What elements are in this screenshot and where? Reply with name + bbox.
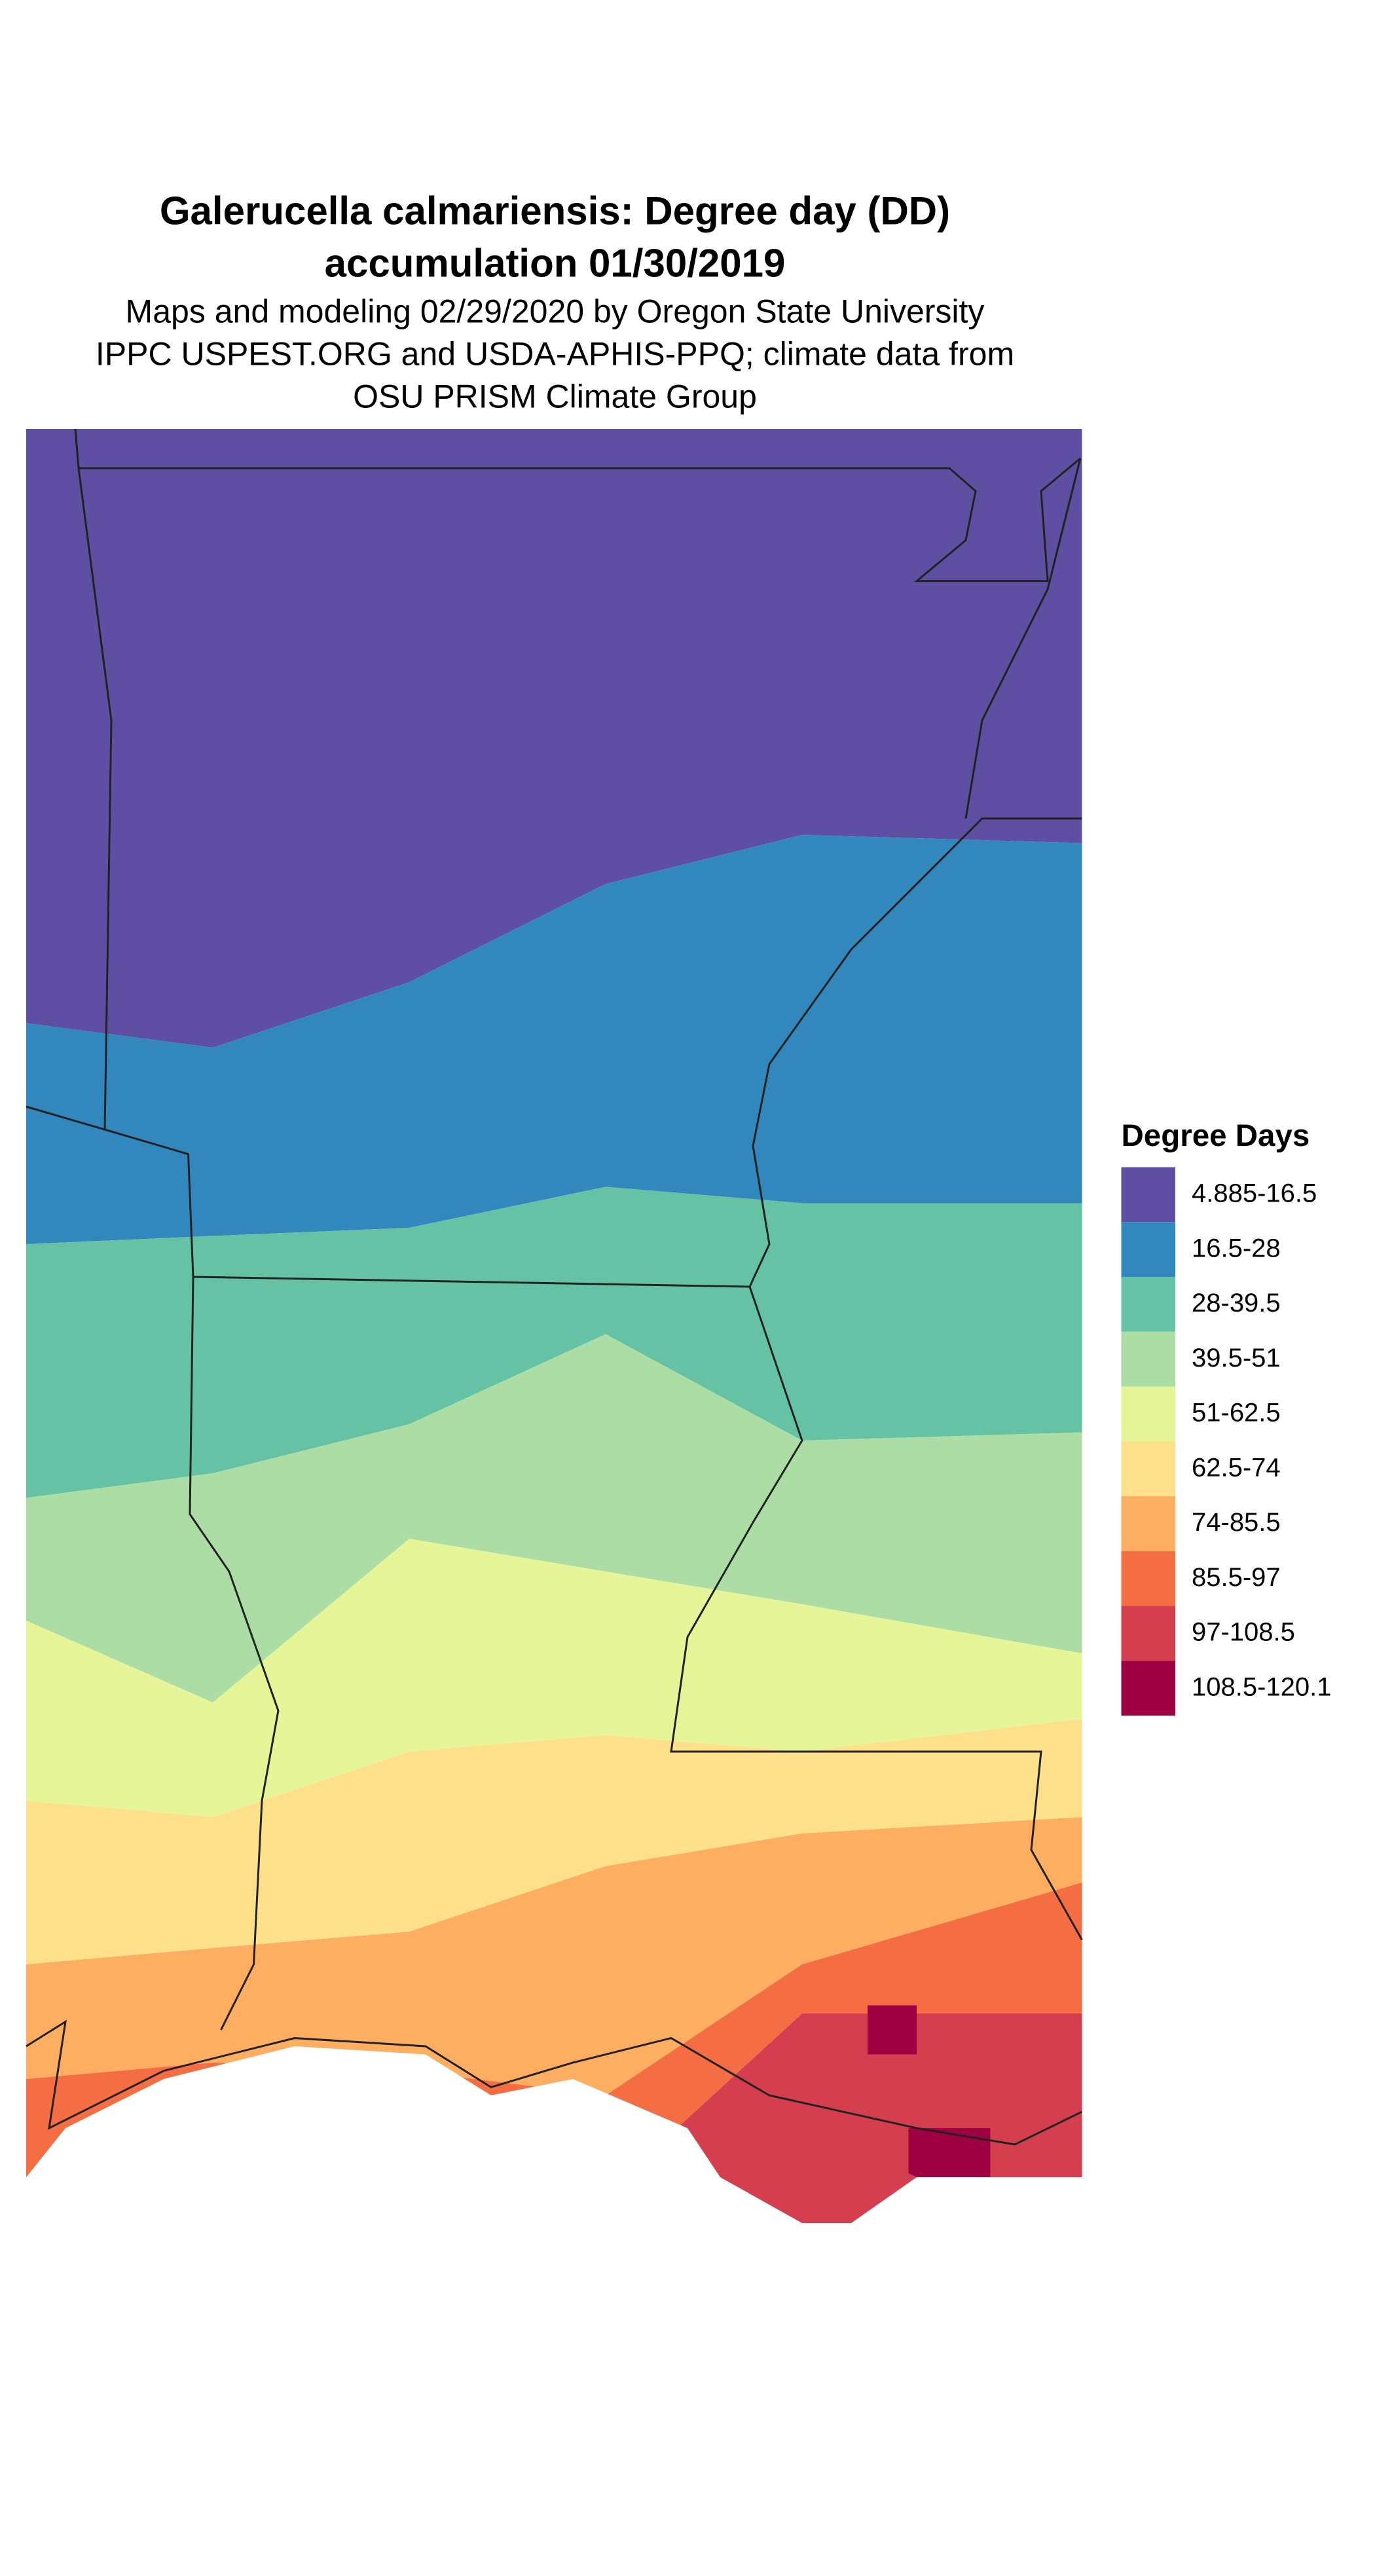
legend-swatch — [1121, 1496, 1175, 1551]
legend-swatch — [1121, 1661, 1175, 1716]
legend-label: 85.5-97 — [1192, 1563, 1281, 1592]
raster-band — [26, 1719, 1082, 1964]
legend-label: 4.885-16.5 — [1192, 1179, 1317, 1208]
border — [26, 2019, 1083, 2146]
title-line: Galerucella calmariensis: Degree day (DD… — [160, 189, 950, 233]
legend-swatch — [1121, 1331, 1175, 1387]
subtitle-line: IPPC USPEST.ORG and USDA-APHIS-PPQ; clim… — [96, 336, 1014, 373]
legend-swatch — [1121, 1277, 1175, 1332]
legend-title: Degree Days — [1122, 1118, 1310, 1153]
title-line: accumulation 01/30/2019 — [325, 242, 786, 285]
raster-band — [26, 835, 1082, 1244]
legend-label: 51-62.5 — [1192, 1399, 1281, 1427]
legend-label: 108.5-120.1 — [1192, 1672, 1332, 1701]
legend-swatch — [1121, 1222, 1175, 1277]
state-borders — [26, 428, 1083, 2146]
raster-band — [26, 429, 1082, 1048]
water — [26, 2177, 1082, 2230]
raster-band — [26, 1334, 1082, 1702]
legend-swatch — [1121, 1167, 1175, 1223]
legend-label: 39.5-51 — [1192, 1344, 1281, 1372]
legend-swatch — [1121, 1551, 1175, 1606]
legend-label: 74-85.5 — [1192, 1508, 1281, 1537]
border — [189, 1276, 280, 2031]
raster-band — [868, 2005, 917, 2055]
border — [964, 458, 1082, 819]
legend: 4.885-16.5 16.5-28 28-39.5 39.5-51 51-62.5 62… — [1121, 1167, 1332, 1716]
legend-label: 28-39.5 — [1192, 1289, 1281, 1317]
map-raster — [26, 429, 1082, 2230]
legend-swatch — [1121, 1386, 1175, 1442]
legend-label: 97-108.5 — [1192, 1618, 1295, 1647]
border — [670, 1286, 1083, 1941]
border — [74, 428, 1081, 583]
raster-band — [26, 1187, 1082, 1498]
legend-swatch — [1121, 1441, 1175, 1496]
raster-band — [720, 2128, 917, 2223]
legend-label: 62.5-74 — [1192, 1453, 1281, 1482]
legend-swatch — [1121, 1606, 1175, 1661]
legend-label: 16.5-28 — [1192, 1234, 1281, 1262]
border — [26, 468, 1082, 1288]
raster-band — [26, 1539, 1082, 1817]
subtitle-line: OSU PRISM Climate Group — [353, 378, 757, 415]
raster-band — [26, 1817, 1082, 2095]
subtitle-line: Maps and modeling 02/29/2020 by Oregon S… — [126, 293, 985, 330]
